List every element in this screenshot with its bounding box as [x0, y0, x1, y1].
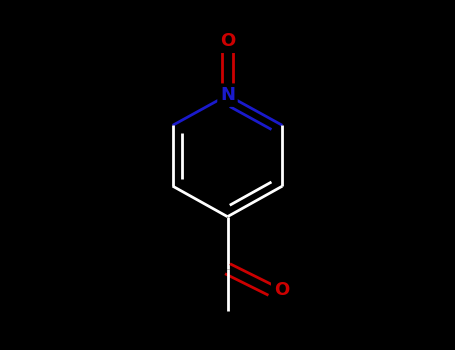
Text: O: O — [220, 32, 235, 50]
Text: N: N — [220, 86, 235, 104]
Text: O: O — [274, 281, 289, 299]
